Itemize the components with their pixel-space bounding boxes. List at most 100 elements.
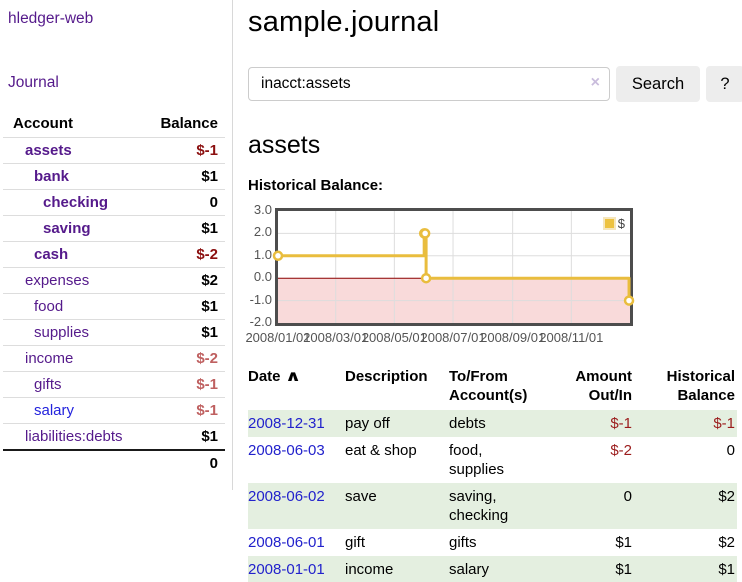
account-balance: $1 bbox=[147, 320, 225, 346]
register-row: 2008-06-01giftgifts$1$2 bbox=[248, 529, 737, 556]
register-description-cell: gift bbox=[345, 529, 449, 556]
account-link[interactable]: income bbox=[25, 350, 73, 367]
register-description-cell: eat & shop bbox=[345, 437, 449, 483]
register-date-cell: 2008-06-03 bbox=[248, 437, 345, 483]
account-tree: Account Balance assets$-1bank$1checking0… bbox=[3, 112, 225, 476]
clear-search-icon[interactable]: × bbox=[591, 74, 600, 92]
search-input[interactable] bbox=[248, 67, 610, 101]
chart-plot-area: $ bbox=[275, 208, 633, 326]
account-row-salary: salary $-1 bbox=[3, 398, 225, 424]
app-brand-link[interactable]: hledger-web bbox=[8, 10, 232, 28]
account-link[interactable]: assets bbox=[25, 142, 72, 159]
account-link[interactable]: liabilities:debts bbox=[25, 428, 123, 445]
data-point bbox=[421, 229, 429, 237]
account-row-assets: assets $-1 bbox=[3, 138, 225, 164]
register-row: 2008-06-02 savesaving, checking0$2 bbox=[248, 483, 737, 529]
account-balance: $1 bbox=[147, 424, 225, 451]
account-total-row: 0 bbox=[3, 450, 225, 476]
register-column-header: Amount Out/In bbox=[549, 365, 640, 410]
search-bar: × Search ? bbox=[248, 66, 742, 102]
account-page-title: assets bbox=[248, 131, 742, 160]
data-point bbox=[625, 297, 633, 305]
transaction-date-link[interactable]: 2008-01-01 bbox=[248, 561, 325, 578]
register-date-cell: 2008-06-02 bbox=[248, 483, 345, 529]
register-description-cell: save bbox=[345, 483, 449, 529]
register-accounts-cell: saving, checking bbox=[449, 483, 549, 529]
legend-swatch-icon bbox=[603, 217, 616, 230]
account-row-liabilities-debts: liabilities:debts $1 bbox=[3, 424, 225, 451]
chart-label: Historical Balance: bbox=[248, 177, 742, 194]
page: hledger-web Journal Account Balance asse… bbox=[0, 0, 742, 582]
register-column-header: Description bbox=[345, 365, 449, 410]
account-link[interactable]: checking bbox=[43, 194, 108, 211]
register-description-cell: pay off bbox=[345, 410, 449, 437]
transaction-date-link[interactable]: 2008-06-03 bbox=[248, 442, 325, 459]
register-description-cell: income bbox=[345, 556, 449, 582]
register-column-header: Historical Balance bbox=[640, 365, 737, 410]
register-accounts-cell: gifts bbox=[449, 529, 549, 556]
register-table: Date∧DescriptionTo/From Account(s)Amount… bbox=[248, 365, 737, 582]
account-row-supplies: supplies $1 bbox=[3, 320, 225, 346]
y-axis-tick-label: -1.0 bbox=[248, 293, 272, 307]
register-amount-cell: $1 bbox=[549, 529, 640, 556]
register-date-cell: 2008-01-01 bbox=[248, 556, 345, 582]
data-point bbox=[274, 252, 282, 260]
account-row-income: income $-2 bbox=[3, 346, 225, 372]
register-amount-cell: 0 bbox=[549, 483, 640, 529]
register-balance-cell: 0 bbox=[640, 437, 737, 483]
register-accounts-cell: salary bbox=[449, 556, 549, 582]
account-row-bank: bank $1 bbox=[3, 164, 225, 190]
account-balance: $-1 bbox=[147, 372, 225, 398]
account-balance: $-2 bbox=[147, 346, 225, 372]
account-link[interactable]: expenses bbox=[25, 272, 89, 289]
help-button[interactable]: ? bbox=[706, 66, 742, 102]
account-balance: $1 bbox=[147, 164, 225, 190]
register-accounts-cell: food, supplies bbox=[449, 437, 549, 483]
account-link[interactable]: salary bbox=[34, 402, 74, 419]
y-axis-tick-label: 3.0 bbox=[248, 203, 272, 217]
account-link[interactable]: gifts bbox=[34, 376, 62, 393]
register-balance-cell: $-1 bbox=[640, 410, 737, 437]
register-accounts-cell: debts bbox=[449, 410, 549, 437]
account-link[interactable]: cash bbox=[34, 246, 68, 263]
account-link[interactable]: supplies bbox=[34, 324, 89, 341]
account-balance: $-1 bbox=[147, 138, 225, 164]
account-row-cash: cash $-2 bbox=[3, 242, 225, 268]
sort-asc-icon: ∧ bbox=[284, 367, 300, 386]
account-row-checking: checking 0 bbox=[3, 190, 225, 216]
historical-balance-chart: $ 3.02.01.00.0-1.0-2.02008/01/012008/03/… bbox=[248, 206, 728, 348]
account-row-saving: saving $1 bbox=[3, 216, 225, 242]
account-link[interactable]: bank bbox=[34, 168, 69, 185]
account-balance: $-2 bbox=[147, 242, 225, 268]
transaction-date-link[interactable]: 2008-06-01 bbox=[248, 534, 325, 551]
y-axis-tick-label: 2.0 bbox=[248, 225, 272, 239]
account-row-food: food$1 bbox=[3, 294, 225, 320]
transaction-date-link[interactable]: 2008-06-02 bbox=[248, 488, 325, 505]
sidebar-item-journal[interactable]: Journal bbox=[8, 74, 232, 92]
x-axis-tick-label: 2008/11/01 bbox=[526, 330, 616, 345]
account-link[interactable]: food bbox=[34, 298, 63, 315]
data-point bbox=[422, 274, 430, 282]
chart-legend: $ bbox=[603, 216, 625, 231]
sidebar: hledger-web Journal Account Balance asse… bbox=[0, 0, 233, 490]
account-balance: $-1 bbox=[147, 398, 225, 424]
account-balance: $1 bbox=[147, 216, 225, 242]
balance-column-header: Balance bbox=[147, 112, 225, 138]
register-row: 2008-01-01incomesalary$1$1 bbox=[248, 556, 737, 582]
account-link[interactable]: saving bbox=[43, 220, 91, 237]
y-axis-tick-label: 0.0 bbox=[248, 270, 272, 284]
main-content: sample.journal × Search ? assets Histori… bbox=[233, 0, 742, 582]
account-balance: 0 bbox=[147, 190, 225, 216]
page-title: sample.journal bbox=[248, 6, 742, 39]
account-row-expenses: expenses$2 bbox=[3, 268, 225, 294]
register-amount-cell: $-1 bbox=[549, 410, 640, 437]
register-amount-cell: $1 bbox=[549, 556, 640, 582]
register-date-cell: 2008-06-01 bbox=[248, 529, 345, 556]
register-balance-cell: $2 bbox=[640, 483, 737, 529]
register-balance-cell: $1 bbox=[640, 556, 737, 582]
transaction-date-link[interactable]: 2008-12-31 bbox=[248, 415, 325, 432]
register-amount-cell: $-2 bbox=[549, 437, 640, 483]
search-button[interactable]: Search bbox=[616, 66, 700, 102]
account-total-balance: 0 bbox=[147, 450, 225, 476]
register-column-header[interactable]: Date∧ bbox=[248, 365, 345, 410]
